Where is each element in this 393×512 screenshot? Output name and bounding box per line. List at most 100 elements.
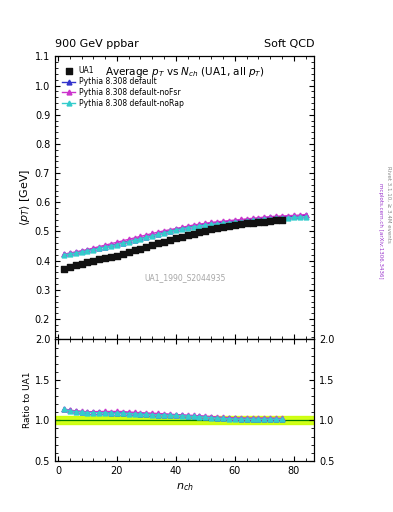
Pythia 8.308 default-noFsr (108, 241, 114, 247)
Pythia 8.308 default (127, 238, 131, 244)
Pythia 8.308 default (174, 226, 178, 232)
UA1 (84, 258, 91, 266)
Pythia 8.308 default-noFsr (180, 224, 184, 230)
Pythia 8.308 default-noFsr (91, 245, 96, 251)
UA1 (273, 216, 279, 224)
UA1 (132, 246, 138, 254)
Pythia 8.308 default-noRap (239, 219, 243, 225)
Pythia 8.308 default (262, 215, 267, 221)
Pythia 8.308 default-noRap (103, 244, 108, 250)
UA1 (67, 263, 73, 271)
Pythia 8.308 default (68, 250, 72, 257)
Pythia 8.308 default-noFsr (233, 217, 237, 223)
Pythia 8.308 default (227, 219, 231, 225)
Pythia 8.308 default (233, 218, 237, 224)
Pythia 8.308 default (197, 222, 202, 228)
Pythia 8.308 default (286, 214, 290, 220)
Line: Pythia 8.308 default-noRap: Pythia 8.308 default-noRap (61, 215, 308, 257)
Pythia 8.308 default (209, 220, 214, 226)
Pythia 8.308 default (62, 251, 66, 258)
Pythia 8.308 default-noFsr (209, 219, 214, 225)
Pythia 8.308 default-noRap (144, 234, 149, 240)
Pythia 8.308 default (138, 235, 143, 241)
Pythia 8.308 default-noRap (168, 228, 173, 234)
Pythia 8.308 default-noRap (185, 225, 190, 231)
Pythia 8.308 default-noFsr (298, 212, 302, 218)
Pythia 8.308 default-noFsr (268, 214, 273, 220)
UA1 (267, 217, 274, 225)
UA1 (167, 236, 173, 244)
Pythia 8.308 default-noRap (268, 216, 273, 222)
Pythia 8.308 default (150, 232, 155, 238)
Pythia 8.308 default-noFsr (115, 239, 119, 245)
Pythia 8.308 default-noRap (79, 249, 84, 255)
Text: UA1_1990_S2044935: UA1_1990_S2044935 (144, 273, 226, 282)
Pythia 8.308 default-noRap (221, 220, 226, 226)
Pythia 8.308 default-noRap (191, 224, 196, 230)
Pythia 8.308 default-noFsr (121, 238, 125, 244)
UA1 (138, 245, 144, 253)
Pythia 8.308 default-noRap (156, 231, 161, 238)
UA1 (279, 216, 285, 224)
Pythia 8.308 default (103, 244, 108, 250)
Pythia 8.308 default-noFsr (79, 248, 84, 254)
Pythia 8.308 default-noRap (73, 250, 78, 256)
Y-axis label: $\langle p_T \rangle$ [GeV]: $\langle p_T \rangle$ [GeV] (18, 169, 32, 226)
Pythia 8.308 default (121, 240, 125, 246)
UA1 (61, 265, 67, 273)
Text: Rivet 3.1.10, ≥ 3.4M events: Rivet 3.1.10, ≥ 3.4M events (386, 166, 391, 243)
Pythia 8.308 default (144, 233, 149, 240)
Pythia 8.308 default-noRap (197, 223, 202, 229)
Pythia 8.308 default-noRap (132, 237, 137, 243)
Text: mcplots.cern.ch [arXiv:1306.3436]: mcplots.cern.ch [arXiv:1306.3436] (378, 183, 383, 278)
Pythia 8.308 default (298, 213, 302, 219)
Pythia 8.308 default-noFsr (250, 215, 255, 221)
UA1 (214, 224, 220, 232)
UA1 (120, 250, 126, 259)
UA1 (79, 260, 85, 268)
UA1 (255, 218, 262, 226)
Pythia 8.308 default-noRap (244, 218, 249, 224)
Pythia 8.308 default (268, 215, 273, 221)
Pythia 8.308 default-noRap (68, 251, 72, 257)
Pythia 8.308 default (303, 212, 308, 219)
Pythia 8.308 default-noRap (209, 221, 214, 227)
Pythia 8.308 default (244, 217, 249, 223)
Pythia 8.308 default-noFsr (62, 251, 66, 258)
UA1 (108, 253, 114, 261)
Pythia 8.308 default-noRap (203, 222, 208, 228)
Pythia 8.308 default-noFsr (73, 249, 78, 255)
Pythia 8.308 default-noFsr (262, 214, 267, 220)
Pythia 8.308 default (191, 223, 196, 229)
Pythia 8.308 default-noRap (97, 245, 102, 251)
Pythia 8.308 default-noFsr (274, 213, 279, 219)
Pythia 8.308 default-noFsr (303, 211, 308, 218)
Pythia 8.308 default-noFsr (239, 217, 243, 223)
Pythia 8.308 default (79, 248, 84, 254)
Pythia 8.308 default (180, 225, 184, 231)
Pythia 8.308 default-noFsr (174, 225, 178, 231)
Pythia 8.308 default (85, 247, 90, 253)
Pythia 8.308 default-noFsr (244, 216, 249, 222)
Pythia 8.308 default (221, 219, 226, 225)
Pythia 8.308 default-noRap (256, 217, 261, 223)
Y-axis label: Ratio to UA1: Ratio to UA1 (23, 372, 32, 429)
Pythia 8.308 default (203, 221, 208, 227)
UA1 (191, 230, 197, 238)
Pythia 8.308 default (91, 246, 96, 252)
Pythia 8.308 default-noRap (286, 215, 290, 221)
Pythia 8.308 default-noFsr (132, 235, 137, 241)
Pythia 8.308 default-noRap (292, 215, 296, 221)
Pythia 8.308 default-noFsr (197, 221, 202, 227)
Pythia 8.308 default-noFsr (103, 242, 108, 248)
Pythia 8.308 default (185, 224, 190, 230)
Pythia 8.308 default (256, 216, 261, 222)
Pythia 8.308 default (115, 241, 119, 247)
UA1 (196, 228, 203, 237)
Pythia 8.308 default-noFsr (150, 230, 155, 237)
UA1 (90, 257, 97, 265)
Pythia 8.308 default-noRap (262, 216, 267, 222)
Pythia 8.308 default-noFsr (256, 215, 261, 221)
UA1 (208, 225, 215, 233)
UA1 (261, 218, 268, 226)
